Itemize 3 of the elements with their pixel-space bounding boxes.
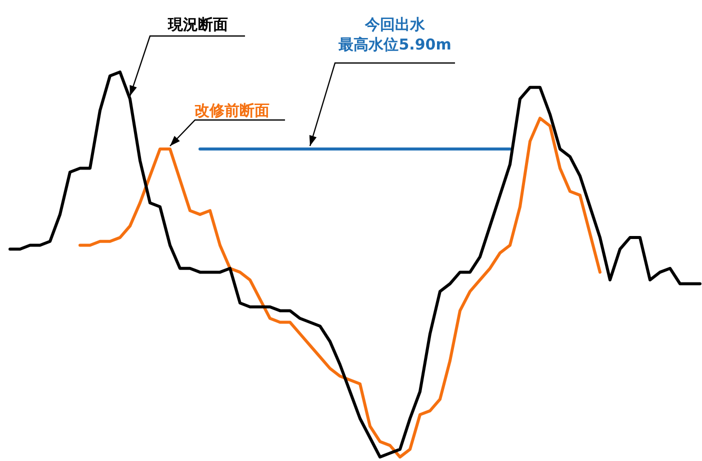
text: 現況断面 [167, 15, 228, 34]
text: 改修前断面 [194, 101, 270, 120]
text: 今回出水最高水位5.90m [338, 15, 452, 54]
